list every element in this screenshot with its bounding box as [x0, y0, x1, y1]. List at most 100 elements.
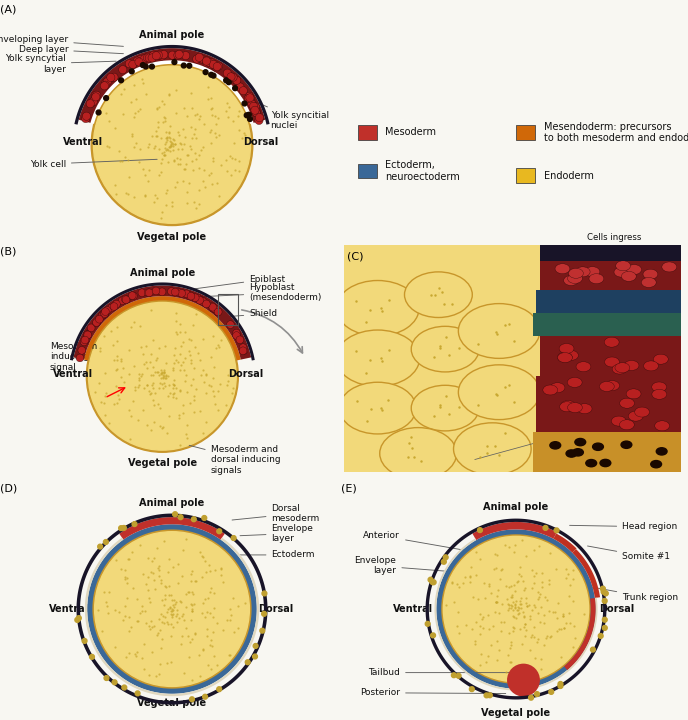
- Circle shape: [229, 73, 237, 81]
- Circle shape: [211, 73, 216, 78]
- Circle shape: [100, 82, 109, 90]
- Circle shape: [143, 54, 151, 62]
- Text: Endoderm: Endoderm: [544, 171, 593, 181]
- Circle shape: [558, 683, 563, 688]
- Circle shape: [145, 54, 153, 62]
- Circle shape: [182, 63, 186, 68]
- Circle shape: [214, 308, 222, 316]
- Circle shape: [209, 60, 217, 68]
- Circle shape: [104, 675, 109, 680]
- Circle shape: [246, 94, 254, 102]
- Polygon shape: [85, 538, 259, 696]
- Circle shape: [568, 269, 583, 279]
- Circle shape: [119, 526, 124, 531]
- Circle shape: [615, 363, 630, 373]
- Circle shape: [558, 682, 563, 686]
- Circle shape: [557, 352, 572, 362]
- Circle shape: [215, 308, 222, 316]
- Circle shape: [129, 69, 134, 74]
- Circle shape: [339, 382, 416, 434]
- Circle shape: [183, 290, 191, 297]
- Circle shape: [83, 330, 91, 338]
- Circle shape: [568, 274, 582, 284]
- Circle shape: [83, 112, 91, 120]
- Circle shape: [103, 307, 111, 314]
- Text: Envelope
layer: Envelope layer: [240, 523, 313, 543]
- Text: Animal pole: Animal pole: [130, 268, 195, 277]
- FancyBboxPatch shape: [358, 163, 377, 179]
- Circle shape: [605, 357, 619, 367]
- Circle shape: [143, 64, 148, 69]
- Circle shape: [252, 109, 260, 117]
- Text: (A): (A): [0, 5, 17, 15]
- Circle shape: [208, 72, 213, 77]
- Circle shape: [603, 626, 608, 630]
- Circle shape: [575, 438, 585, 446]
- Circle shape: [195, 53, 204, 61]
- Circle shape: [405, 272, 472, 318]
- FancyBboxPatch shape: [516, 168, 535, 184]
- Circle shape: [125, 60, 133, 68]
- Circle shape: [528, 696, 533, 700]
- Circle shape: [152, 52, 160, 60]
- Text: Anterior: Anterior: [363, 531, 464, 550]
- Circle shape: [458, 304, 540, 359]
- Text: Mesoderm
inducing
signal: Mesoderm inducing signal: [50, 342, 97, 372]
- Text: Dorsal: Dorsal: [599, 604, 634, 614]
- Circle shape: [443, 536, 589, 682]
- Text: (E): (E): [341, 484, 356, 494]
- Circle shape: [252, 107, 260, 114]
- Circle shape: [431, 580, 436, 585]
- Circle shape: [628, 411, 643, 421]
- Circle shape: [137, 55, 145, 63]
- Circle shape: [563, 276, 579, 286]
- Polygon shape: [533, 432, 681, 472]
- Circle shape: [102, 307, 109, 315]
- Circle shape: [202, 516, 206, 521]
- Circle shape: [87, 300, 238, 452]
- Circle shape: [193, 55, 201, 63]
- Text: Ventral: Ventral: [63, 138, 103, 148]
- Circle shape: [148, 54, 156, 62]
- Polygon shape: [74, 45, 270, 125]
- Circle shape: [566, 450, 577, 457]
- Circle shape: [154, 51, 162, 59]
- Circle shape: [634, 407, 649, 417]
- Circle shape: [140, 55, 149, 63]
- Circle shape: [507, 664, 540, 696]
- Circle shape: [140, 63, 145, 68]
- Circle shape: [80, 338, 88, 346]
- Text: (B): (B): [0, 246, 17, 256]
- Circle shape: [157, 50, 164, 58]
- Circle shape: [152, 287, 160, 294]
- Circle shape: [122, 685, 127, 690]
- Polygon shape: [536, 377, 681, 432]
- Circle shape: [207, 58, 215, 66]
- Circle shape: [604, 337, 619, 347]
- Circle shape: [145, 289, 153, 297]
- Circle shape: [158, 288, 166, 296]
- Circle shape: [456, 673, 461, 678]
- Circle shape: [601, 589, 606, 594]
- Circle shape: [380, 428, 457, 480]
- Polygon shape: [539, 245, 681, 261]
- Circle shape: [231, 536, 236, 541]
- Circle shape: [93, 319, 100, 327]
- FancyBboxPatch shape: [516, 125, 535, 140]
- Circle shape: [190, 697, 195, 702]
- Circle shape: [103, 78, 111, 86]
- Circle shape: [559, 402, 574, 412]
- Circle shape: [226, 80, 231, 85]
- Polygon shape: [553, 534, 577, 553]
- Polygon shape: [344, 245, 539, 472]
- Circle shape: [171, 288, 179, 296]
- Circle shape: [129, 60, 137, 68]
- Circle shape: [178, 515, 183, 520]
- Circle shape: [469, 687, 474, 692]
- Circle shape: [246, 112, 251, 117]
- Polygon shape: [595, 598, 597, 609]
- Circle shape: [239, 347, 247, 355]
- Circle shape: [626, 389, 641, 399]
- Circle shape: [101, 81, 109, 89]
- Circle shape: [619, 420, 634, 430]
